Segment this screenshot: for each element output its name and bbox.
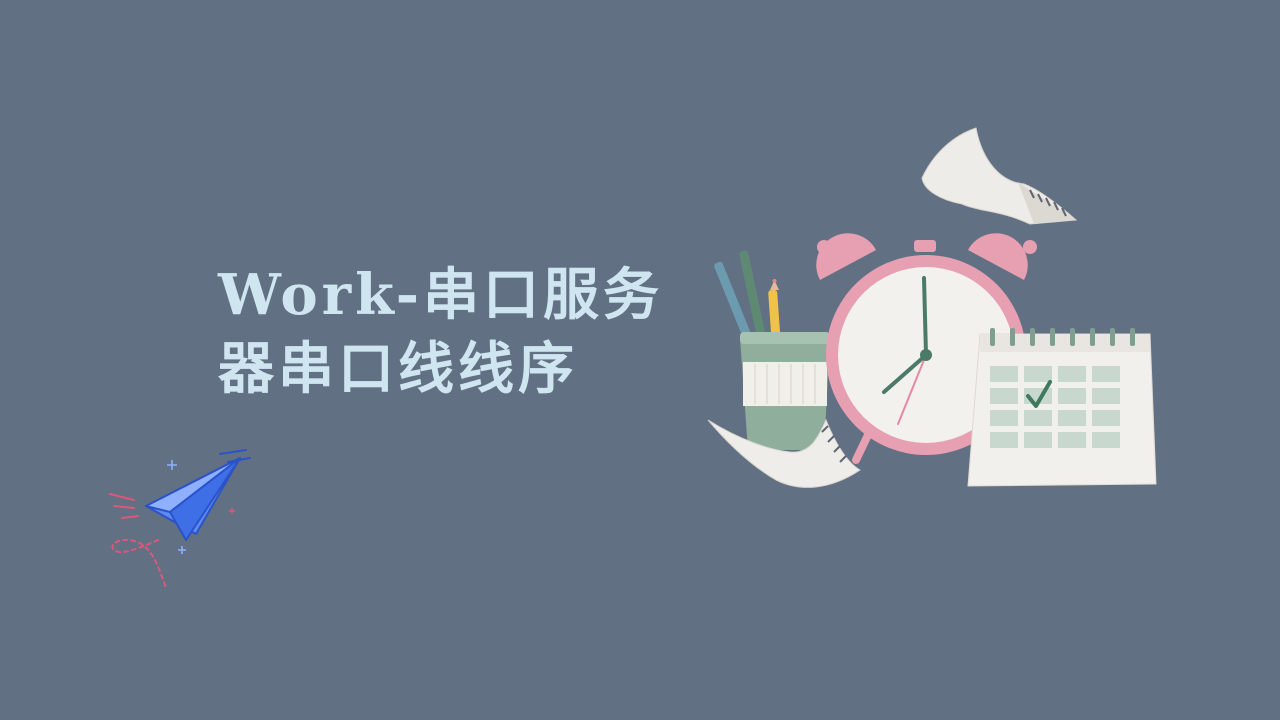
slide-title-line-2: 器串口线线序 bbox=[218, 336, 578, 402]
slide-title-line-1: Work-串口服务 bbox=[218, 262, 663, 328]
paper-plane-icon bbox=[109, 449, 251, 589]
pencil-icon bbox=[714, 250, 781, 346]
pencil-cup-icon bbox=[740, 332, 830, 450]
flying-paper-icon bbox=[921, 127, 1078, 225]
flying-paper-icon bbox=[707, 418, 861, 488]
desk-illustration bbox=[707, 127, 1157, 488]
slide-title: Work-串口服务 器串口线线序 bbox=[218, 258, 738, 406]
calendar-icon bbox=[967, 328, 1157, 487]
